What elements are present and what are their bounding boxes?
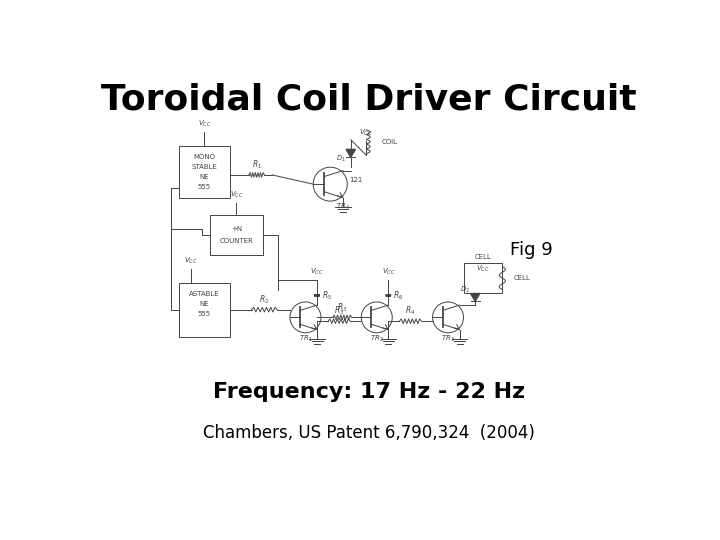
- Polygon shape: [471, 294, 480, 301]
- Text: CELL: CELL: [474, 254, 491, 260]
- Text: $D_2$: $D_2$: [461, 285, 471, 295]
- Ellipse shape: [290, 302, 321, 333]
- Text: $V_{CC}$: $V_{CC}$: [359, 128, 373, 138]
- Text: COUNTER: COUNTER: [220, 238, 253, 244]
- Text: NE: NE: [199, 174, 209, 180]
- Text: $TR_2$: $TR_2$: [370, 334, 384, 344]
- Text: $R_3$: $R_3$: [334, 305, 344, 318]
- Text: $R_4$: $R_4$: [405, 305, 415, 318]
- Text: $V_{CC}$: $V_{CC}$: [197, 118, 211, 129]
- Text: Frequency: 17 Hz - 22 Hz: Frequency: 17 Hz - 22 Hz: [213, 382, 525, 402]
- Text: $TR_3$: $TR_3$: [441, 334, 455, 344]
- Ellipse shape: [433, 302, 464, 333]
- Text: $R_5$: $R_5$: [322, 289, 332, 302]
- Text: 121: 121: [350, 177, 363, 183]
- Text: $R_2$: $R_2$: [259, 293, 269, 306]
- Text: $V_{CC}$: $V_{CC}$: [184, 255, 197, 266]
- Text: 555: 555: [198, 311, 211, 318]
- Text: COIL: COIL: [382, 139, 397, 145]
- Text: +N: +N: [231, 226, 242, 232]
- Bar: [210, 215, 263, 255]
- Text: ASTABLE: ASTABLE: [189, 291, 220, 297]
- Text: NE: NE: [199, 301, 209, 307]
- Polygon shape: [346, 150, 356, 157]
- Bar: [179, 283, 230, 336]
- Text: $R_1$: $R_1$: [251, 159, 261, 171]
- Text: $TR_1$: $TR_1$: [299, 334, 312, 344]
- Text: $V_{CC}$: $V_{CC}$: [310, 266, 324, 276]
- Bar: [179, 146, 230, 198]
- Text: Chambers, US Patent 6,790,324  (2004): Chambers, US Patent 6,790,324 (2004): [203, 424, 535, 442]
- Text: $V_{CC}$: $V_{CC}$: [230, 190, 243, 200]
- Ellipse shape: [313, 167, 347, 201]
- Text: Fig 9: Fig 9: [510, 241, 553, 259]
- Text: $TR_4$: $TR_4$: [336, 202, 351, 212]
- Text: Toroidal Coil Driver Circuit: Toroidal Coil Driver Circuit: [102, 83, 636, 117]
- Ellipse shape: [361, 302, 392, 333]
- Text: CELL: CELL: [514, 275, 531, 281]
- Text: $R_3$: $R_3$: [337, 301, 348, 314]
- Text: STABLE: STABLE: [192, 164, 217, 170]
- Text: MONO: MONO: [193, 154, 215, 160]
- Text: $R_6$: $R_6$: [393, 289, 403, 302]
- Bar: [464, 262, 503, 294]
- Text: $V_{CC}$: $V_{CC}$: [382, 266, 395, 276]
- Text: $D_1$: $D_1$: [336, 154, 346, 164]
- Text: $V_{CC}$: $V_{CC}$: [476, 264, 490, 274]
- Text: 555: 555: [198, 184, 211, 190]
